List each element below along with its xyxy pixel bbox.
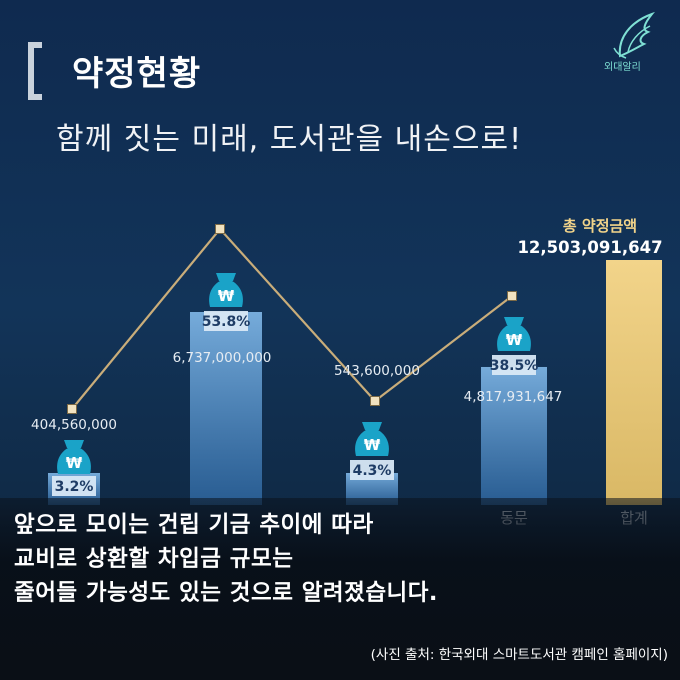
percent-box [204,311,248,331]
value-label: 6,737,000,000 [173,350,272,366]
caption: 앞으로 모이는 건립 기금 추이에 따라 교비로 상환할 차입금 규모는 줄어들… [14,508,438,610]
bar [190,312,262,505]
total-value: 12,503,091,647 [517,238,662,257]
value-label: 543,600,000 [334,363,420,379]
percent-box [52,476,96,496]
value-label: 404,560,000 [31,417,117,433]
total-label: 총 약정금액 [563,217,637,235]
line-point [67,404,77,414]
caption-line: 교비로 상환할 차입금 규모는 [14,546,294,572]
svg-text:₩: ₩ [218,287,235,305]
money-bag-icon: ₩ [57,440,91,474]
money-bag-icon: ₩ [497,317,531,351]
svg-text:₩: ₩ [506,331,523,349]
value-label: 4,817,931,647 [464,389,563,405]
logo-text: 외대알리 [604,62,641,73]
svg-text:₩: ₩ [66,454,83,472]
page-title: 약정현황 [72,54,202,94]
percent-label: 38.5% [490,358,539,374]
total-bar [606,260,662,505]
percent-label: 4.3% [353,463,392,479]
line-point [507,291,517,301]
money-bag-icon: ₩ [355,422,389,456]
line-point [215,224,225,234]
percent-label: 3.2% [55,479,94,495]
photo-source: (사진 출처: 한국외대 스마트도서관 캠페인 홈페이지) [370,647,668,663]
percent-box [492,355,536,375]
svg-text:₩: ₩ [364,436,381,454]
title-bracket [28,42,42,100]
bar [481,366,547,505]
percent-label: 53.8% [202,314,251,330]
trend-line [71,227,513,410]
caption-line: 줄어들 가능성도 있는 것으로 알려졌습니다. [14,580,438,606]
caption-line: 앞으로 모이는 건립 기금 추이에 따라 [14,512,374,538]
line-point [370,396,380,406]
page-subtitle: 함께 짓는 미래, 도서관을 내손으로! [56,122,523,157]
money-bag-icon: ₩ [209,273,243,307]
percent-box [350,460,394,480]
caption-overlay [0,498,680,680]
wing-logo-icon [613,11,656,59]
